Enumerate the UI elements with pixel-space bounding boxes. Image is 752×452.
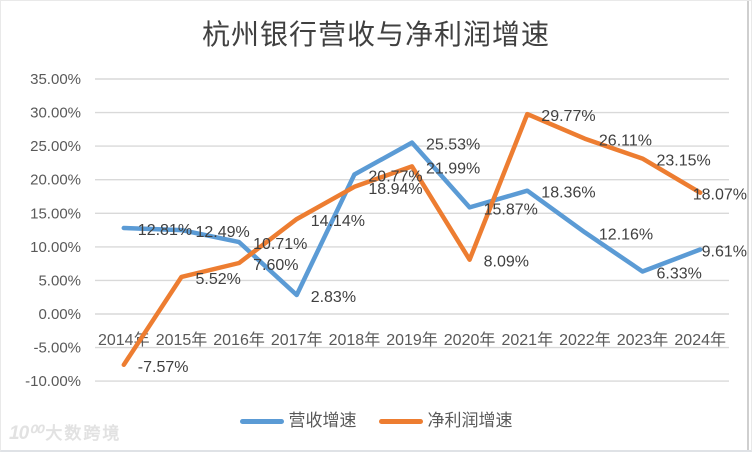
y-axis-tick-label: 15.00% [30,205,81,222]
data-label: 21.99% [426,160,480,177]
chart-legend: 营收增速 净利润增速 [1,410,751,432]
data-label: -7.57% [138,359,189,376]
x-axis-category-label: 2023年 [617,331,669,349]
data-label: 14.14% [311,213,365,230]
y-axis-tick-label: 20.00% [30,172,81,189]
data-label: 15.87% [484,201,538,218]
data-label: 18.94% [368,181,422,198]
x-axis-category-label: 2018年 [329,331,381,349]
data-label: 18.07% [693,187,747,204]
data-label: 7.60% [253,257,298,274]
data-label: 12.81% [138,222,192,239]
y-axis-tick-label: -10.00% [25,373,81,390]
data-label: 9.61% [702,244,747,261]
data-label: 26.11% [599,133,652,150]
data-label: 12.16% [599,226,653,243]
x-axis-category-label: 2021年 [501,331,553,349]
data-label: 5.52% [196,271,241,288]
net-profit-growth-legend-marker [378,418,423,424]
data-label: 8.09% [484,254,529,271]
x-axis-category-label: 2017年 [271,331,323,349]
y-axis-tick-label: 25.00% [30,138,81,155]
net-profit-growth-line [121,111,703,368]
data-label: 25.53% [426,137,480,154]
chart-title: 杭州银行营收与净利润增速 [201,18,550,51]
x-axis-category-label: 2020年 [444,331,496,349]
legend-item-revenue-growth: 营收增速 [239,410,357,432]
data-label: 20.77% [368,169,422,186]
y-axis-tick-label: 10.00% [30,239,81,256]
revenue-growth-legend-marker [239,418,284,424]
data-label: 18.36% [541,185,595,202]
data-label: 12.49% [196,224,250,241]
x-axis-category-label: 2016年 [213,331,265,349]
window-right-edge [747,1,749,450]
y-axis-tick-label: 35.00% [30,71,81,88]
data-label: 23.15% [657,153,711,170]
data-label: 2.83% [311,289,356,306]
y-axis-tick-label: 0.00% [38,306,81,323]
watermark: 10⁰⁰ 大数跨境 [9,419,121,445]
y-axis-tick-label: 30.00% [30,105,81,122]
data-label: 6.33% [657,266,702,283]
x-axis-category-label: 2024年 [674,331,726,349]
x-axis-category-label: 2015年 [156,331,208,349]
y-axis-tick-label: 5.00% [38,272,81,289]
data-label: 29.77% [541,108,595,125]
watermark-text: 大数跨境 [45,424,122,444]
y-axis-tick-label: -5.00% [33,340,81,357]
x-axis-category-label: 2019年 [386,331,438,349]
watermark-logo: 10⁰⁰ [9,423,42,444]
data-label: 10.71% [253,236,307,253]
legend-item-net-profit-growth: 净利润增速 [378,410,513,432]
x-axis-category-label: 2022年 [559,331,611,349]
net-profit-growth-legend-label: 净利润增速 [427,411,513,431]
revenue-growth-line [121,140,703,298]
revenue-growth-legend-label: 营收增速 [288,411,357,431]
